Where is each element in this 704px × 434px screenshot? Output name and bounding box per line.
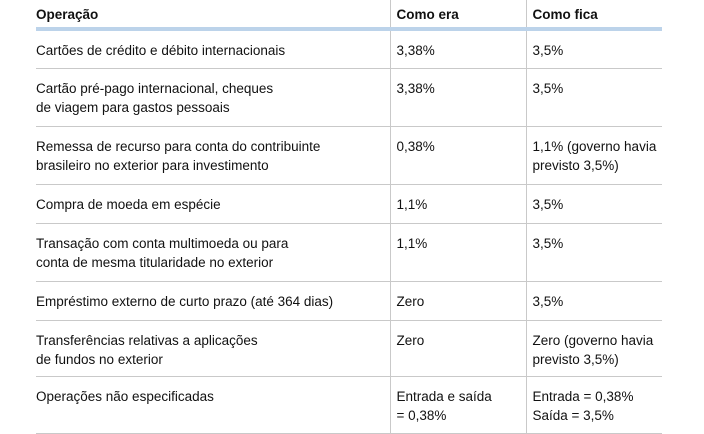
cell-como-fica: 1,1% (governo havia previsto 3,5%) xyxy=(525,126,662,185)
cell-como-fica: Zero (governo havia previsto 3,5%) xyxy=(525,320,662,377)
cell-operacao: Transferências relativas a aplicações de… xyxy=(36,320,390,377)
cell-operacao: Cartões de crédito e débito internaciona… xyxy=(36,29,390,69)
table-row: Transferências relativas a aplicações de… xyxy=(36,320,662,377)
table-row: Transação com conta multimoeda ou para c… xyxy=(36,223,662,282)
header-como-fica: Como fica xyxy=(525,0,662,31)
tax-comparison-table-container: Operação Como era Como fica Cartões de c… xyxy=(36,0,662,434)
cell-como-era: 3,38% xyxy=(389,68,526,127)
table-row: Cartões de crédito e débito internaciona… xyxy=(36,29,662,69)
cell-como-era: 3,38% xyxy=(389,29,526,69)
cell-como-fica: 3,5% xyxy=(525,223,662,282)
cell-operacao: Remessa de recurso para conta do contrib… xyxy=(36,126,390,185)
table-row: Operações não especificadas Entrada e sa… xyxy=(36,376,662,434)
table-row: Compra de moeda em espécie 1,1% 3,5% xyxy=(36,184,662,224)
cell-como-era: 1,1% xyxy=(389,184,526,224)
cell-como-era: 0,38% xyxy=(389,126,526,185)
cell-operacao: Empréstimo externo de curto prazo (até 3… xyxy=(36,281,390,321)
table-body: Cartões de crédito e débito internaciona… xyxy=(36,29,662,434)
table-row: Remessa de recurso para conta do contrib… xyxy=(36,126,662,185)
cell-operacao: Transação com conta multimoeda ou para c… xyxy=(36,223,390,282)
cell-como-fica: Entrada = 0,38% Saída = 3,5% xyxy=(525,376,662,434)
cell-como-era: Zero xyxy=(389,281,526,321)
cell-operacao: Compra de moeda em espécie xyxy=(36,184,390,224)
table-row: Empréstimo externo de curto prazo (até 3… xyxy=(36,281,662,321)
tax-comparison-table: Operação Como era Como fica Cartões de c… xyxy=(36,0,662,434)
cell-como-fica: 3,5% xyxy=(525,68,662,127)
cell-operacao: Operações não especificadas xyxy=(36,376,390,434)
header-row: Operação Como era Como fica xyxy=(36,0,662,31)
cell-como-era: Zero xyxy=(389,320,526,377)
table-header: Operação Como era Como fica xyxy=(36,0,662,31)
cell-operacao: Cartão pré-pago internacional, cheques d… xyxy=(36,68,390,127)
cell-como-era: Entrada e saída = 0,38% xyxy=(389,376,526,434)
header-operacao: Operação xyxy=(36,0,390,31)
cell-como-fica: 3,5% xyxy=(525,184,662,224)
table-row: Cartão pré-pago internacional, cheques d… xyxy=(36,68,662,127)
cell-como-era: 1,1% xyxy=(389,223,526,282)
header-como-era: Como era xyxy=(389,0,526,31)
cell-como-fica: 3,5% xyxy=(525,29,662,69)
cell-como-fica: 3,5% xyxy=(525,281,662,321)
